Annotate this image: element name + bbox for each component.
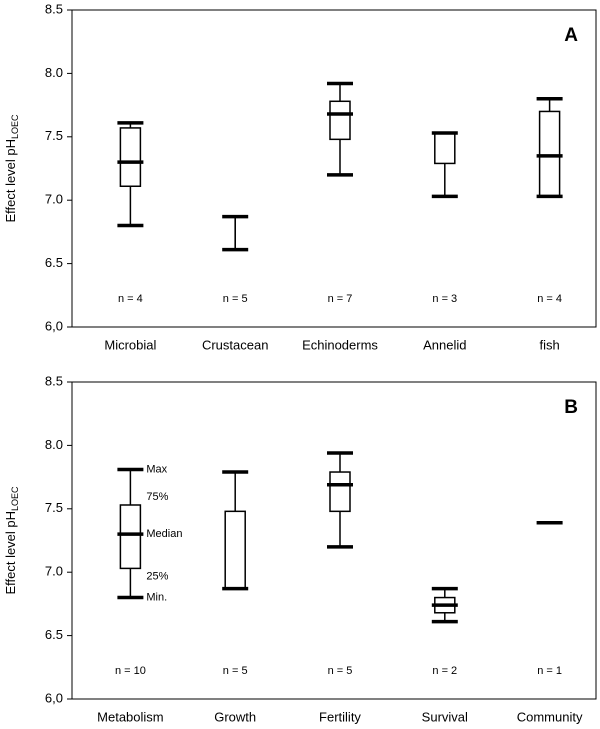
x-tick-label: Community (517, 709, 583, 724)
x-tick-label: Metabolism (97, 709, 163, 724)
annotation: Min. (146, 591, 167, 603)
panel-letter: A (564, 25, 578, 46)
box (329, 471, 351, 513)
x-tick-label: Fertility (319, 709, 361, 724)
n-label: n = 2 (432, 665, 457, 677)
y-axis-label-sub: LOEC (10, 486, 20, 511)
y-tick-label: 8.0 (45, 437, 63, 452)
annotation: Max (146, 463, 167, 475)
y-tick-label: 8.0 (45, 65, 63, 80)
n-label: n = 5 (223, 665, 248, 677)
n-label: n = 5 (223, 293, 248, 305)
plot-frame (71, 381, 597, 700)
n-label: n = 10 (115, 665, 146, 677)
y-axis-label: Effect level pHLOEC (3, 114, 20, 223)
box (329, 100, 351, 141)
annotation: 25% (146, 570, 168, 582)
box (119, 504, 142, 570)
y-tick-label: 8.5 (45, 1, 63, 16)
plot-frame (71, 9, 597, 328)
x-tick-label: fish (539, 337, 559, 352)
box (119, 127, 142, 188)
n-label: n = 3 (432, 293, 457, 305)
x-tick-label: Annelid (423, 337, 466, 352)
n-label: n = 7 (328, 293, 353, 305)
box (224, 510, 246, 590)
y-axis-label-sub: LOEC (10, 114, 20, 139)
n-label: n = 1 (537, 665, 562, 677)
y-tick-label: 7.0 (45, 564, 63, 579)
x-tick-label: Echinoderms (302, 337, 378, 352)
y-tick-label: 8.5 (45, 373, 63, 388)
box (434, 132, 456, 165)
y-axis-label-main: Effect level pH (3, 511, 18, 595)
y-tick-label: 6.5 (45, 627, 63, 642)
y-tick-label: 6,0 (45, 318, 63, 333)
y-tick-label: 7.5 (45, 128, 63, 143)
y-tick-label: 7.5 (45, 500, 63, 515)
y-axis-label-main: Effect level pH (3, 139, 18, 223)
x-tick-label: Microbial (104, 337, 156, 352)
panel-letter: B (564, 397, 578, 418)
y-tick-label: 6,0 (45, 690, 63, 705)
y-tick-label: 7.0 (45, 192, 63, 207)
x-tick-label: Crustacean (202, 337, 268, 352)
n-label: n = 4 (537, 293, 562, 305)
annotation: 75% (146, 491, 168, 503)
annotation: Median (146, 528, 182, 540)
x-tick-label: Survival (422, 709, 468, 724)
n-label: n = 5 (328, 665, 353, 677)
box (538, 110, 561, 198)
y-axis-label: Effect level pHLOEC (3, 486, 20, 595)
y-tick-label: 6.5 (45, 255, 63, 270)
n-label: n = 4 (118, 293, 143, 305)
x-tick-label: Growth (214, 709, 256, 724)
